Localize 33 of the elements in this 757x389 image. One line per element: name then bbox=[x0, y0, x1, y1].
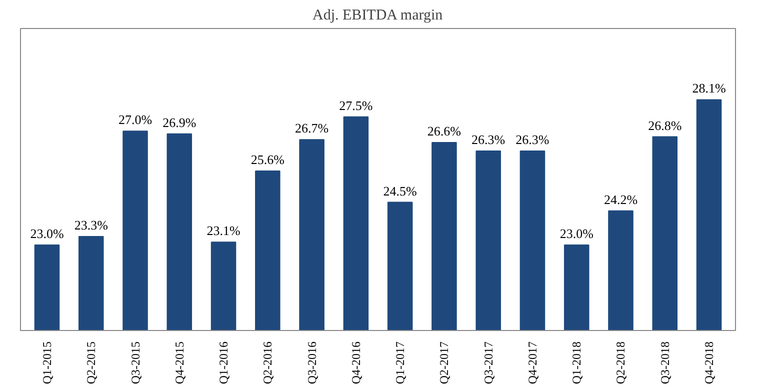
data-label: 26.8% bbox=[648, 118, 682, 133]
data-label: 28.1% bbox=[692, 80, 726, 96]
x-tick-label: Q3-2016 bbox=[304, 341, 319, 384]
data-label: 26.9% bbox=[162, 114, 196, 130]
chart-title: Adj. EBITDA margin bbox=[312, 8, 444, 24]
x-tick-label: Q4-2018 bbox=[702, 341, 716, 384]
x-tick-label: Q3-2017 bbox=[481, 341, 496, 384]
data-label: 23.3% bbox=[74, 217, 108, 232]
x-tick-label: Q4-2016 bbox=[348, 341, 363, 384]
x-tick-label: Q3-2015 bbox=[128, 341, 142, 384]
data-label: 23.1% bbox=[206, 223, 240, 238]
data-label: 25.6% bbox=[250, 152, 285, 167]
data-label: 26.3% bbox=[472, 132, 506, 148]
x-tick-label: Q3-2018 bbox=[658, 341, 672, 384]
data-label: 27.5% bbox=[339, 98, 373, 113]
data-label: 23.0% bbox=[560, 226, 594, 242]
x-tick-label: Q2-2016 bbox=[260, 341, 275, 384]
x-tick-label: Q4-2017 bbox=[525, 341, 540, 384]
data-label: 26.6% bbox=[427, 123, 462, 138]
data-label: 27.0% bbox=[118, 112, 152, 128]
x-tick-label: Q1-2018 bbox=[570, 341, 584, 384]
x-tick-label: Q4-2015 bbox=[172, 341, 186, 384]
x-tick-label: Q1-2015 bbox=[40, 341, 54, 384]
x-tick-label: Q1-2016 bbox=[216, 341, 231, 384]
x-tick-label: Q2-2015 bbox=[84, 341, 98, 384]
data-label: 26.7% bbox=[295, 120, 329, 136]
data-label: 23.0% bbox=[30, 226, 64, 242]
data-label: 24.2% bbox=[604, 192, 638, 207]
x-tick-label: Q2-2017 bbox=[437, 341, 452, 384]
x-tick-label: Q1-2017 bbox=[393, 341, 408, 384]
data-label: 26.3% bbox=[516, 132, 550, 148]
x-tick-label: Q2-2018 bbox=[614, 341, 628, 384]
data-label: 24.5% bbox=[383, 183, 418, 198]
